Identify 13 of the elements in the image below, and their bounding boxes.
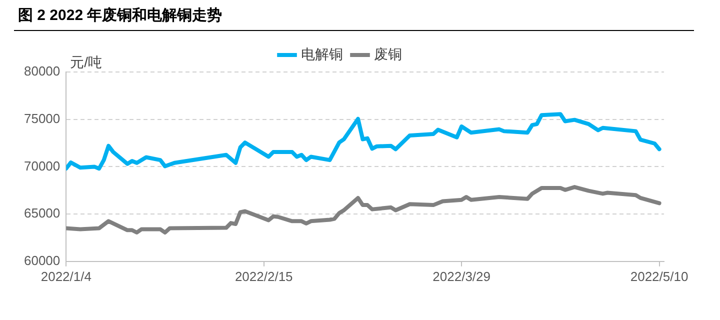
- y-axis-title: 元/吨: [70, 54, 102, 70]
- x-tick-label: 2022/5/10: [630, 268, 688, 284]
- y-tick-label: 60000: [24, 252, 60, 268]
- y-tick-label: 75000: [24, 110, 60, 126]
- x-tick-label: 2022/2/15: [234, 268, 293, 284]
- y-tick-label: 80000: [24, 64, 60, 79]
- legend-label: 废铜: [374, 46, 402, 62]
- x-tick-label: 2022/3/29: [432, 268, 490, 284]
- legend-label: 电解铜: [301, 46, 343, 62]
- x-tick-label: 2022/1/4: [40, 268, 92, 284]
- y-tick-label: 65000: [24, 206, 60, 221]
- chart-title: 图 2 2022 年废铜和电解铜走势: [18, 6, 222, 25]
- y-tick-label: 70000: [24, 158, 60, 174]
